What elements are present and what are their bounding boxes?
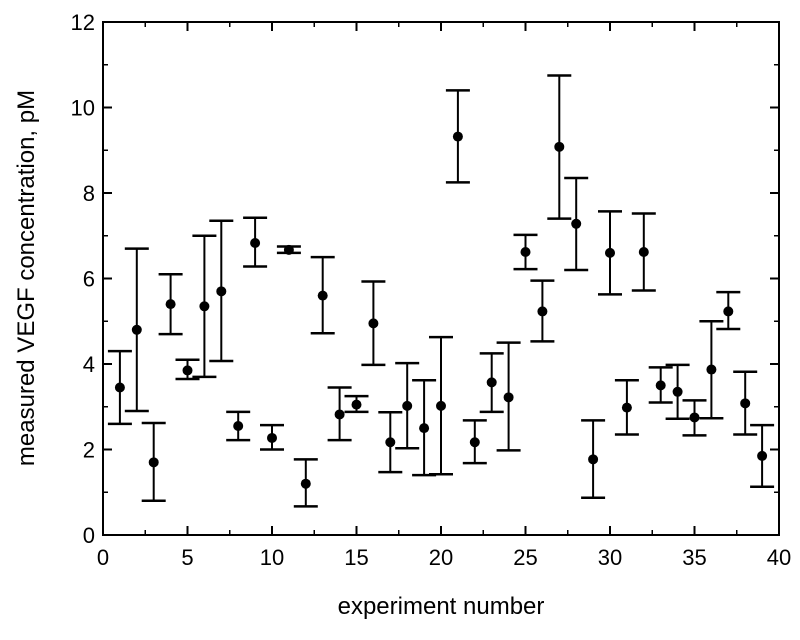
data-point bbox=[503, 392, 514, 403]
data-point bbox=[723, 306, 734, 317]
data-point bbox=[148, 457, 159, 468]
data-points bbox=[114, 131, 768, 489]
data-point bbox=[655, 380, 666, 391]
data-point bbox=[554, 141, 565, 152]
y-tick-label: 0 bbox=[83, 523, 95, 548]
data-point bbox=[537, 306, 548, 317]
x-axis-title: experiment number bbox=[338, 593, 545, 620]
x-axis-ticks bbox=[102, 22, 780, 535]
x-axis-tick-labels: 0 5 10 15 20 25 30 35 40 bbox=[97, 545, 791, 570]
data-point bbox=[452, 131, 463, 142]
data-point bbox=[706, 364, 717, 375]
data-point bbox=[689, 412, 700, 423]
data-point bbox=[317, 290, 328, 301]
data-point bbox=[740, 398, 751, 409]
data-point bbox=[283, 244, 294, 255]
x-tick-label: 10 bbox=[260, 545, 284, 570]
x-tick-label: 30 bbox=[598, 545, 622, 570]
data-point bbox=[351, 399, 362, 410]
data-point bbox=[165, 299, 176, 310]
data-point bbox=[436, 400, 446, 411]
data-point bbox=[216, 286, 227, 297]
x-tick-label: 20 bbox=[429, 545, 453, 570]
y-axis-tick-labels: 0 2 4 6 8 10 12 bbox=[71, 10, 95, 548]
x-tick-label: 25 bbox=[513, 545, 537, 570]
x-tick-label: 5 bbox=[181, 545, 193, 570]
y-axis-title: measured VEGF concentration, pM bbox=[13, 90, 40, 466]
x-tick-label: 40 bbox=[767, 545, 791, 570]
data-point bbox=[520, 246, 531, 257]
data-point bbox=[419, 423, 430, 434]
data-point bbox=[588, 454, 599, 465]
error-bars bbox=[107, 74, 775, 508]
data-point bbox=[131, 324, 142, 335]
y-tick-label: 8 bbox=[83, 181, 95, 206]
y-axis-ticks bbox=[103, 21, 779, 536]
data-point bbox=[757, 450, 768, 461]
data-point bbox=[300, 478, 311, 489]
data-point bbox=[267, 432, 277, 443]
data-point bbox=[368, 318, 379, 329]
y-tick-label: 6 bbox=[83, 267, 95, 292]
data-point bbox=[250, 238, 261, 249]
data-point bbox=[334, 409, 345, 420]
data-point bbox=[486, 377, 497, 388]
data-point bbox=[182, 365, 193, 376]
y-tick-label: 2 bbox=[83, 438, 95, 463]
y-tick-label: 12 bbox=[71, 10, 95, 35]
data-point bbox=[605, 247, 615, 258]
x-tick-label: 35 bbox=[682, 545, 706, 570]
data-point bbox=[571, 218, 582, 229]
data-point bbox=[199, 301, 210, 312]
data-point bbox=[114, 382, 125, 393]
data-point bbox=[672, 386, 683, 397]
data-point bbox=[402, 400, 413, 411]
data-point bbox=[621, 402, 632, 413]
y-tick-label: 10 bbox=[71, 96, 95, 121]
data-point bbox=[385, 437, 396, 448]
data-point bbox=[233, 420, 244, 431]
x-tick-label: 0 bbox=[97, 545, 109, 570]
data-point bbox=[469, 437, 480, 448]
y-tick-label: 4 bbox=[83, 352, 95, 377]
data-point bbox=[638, 246, 649, 257]
x-tick-label: 15 bbox=[344, 545, 368, 570]
